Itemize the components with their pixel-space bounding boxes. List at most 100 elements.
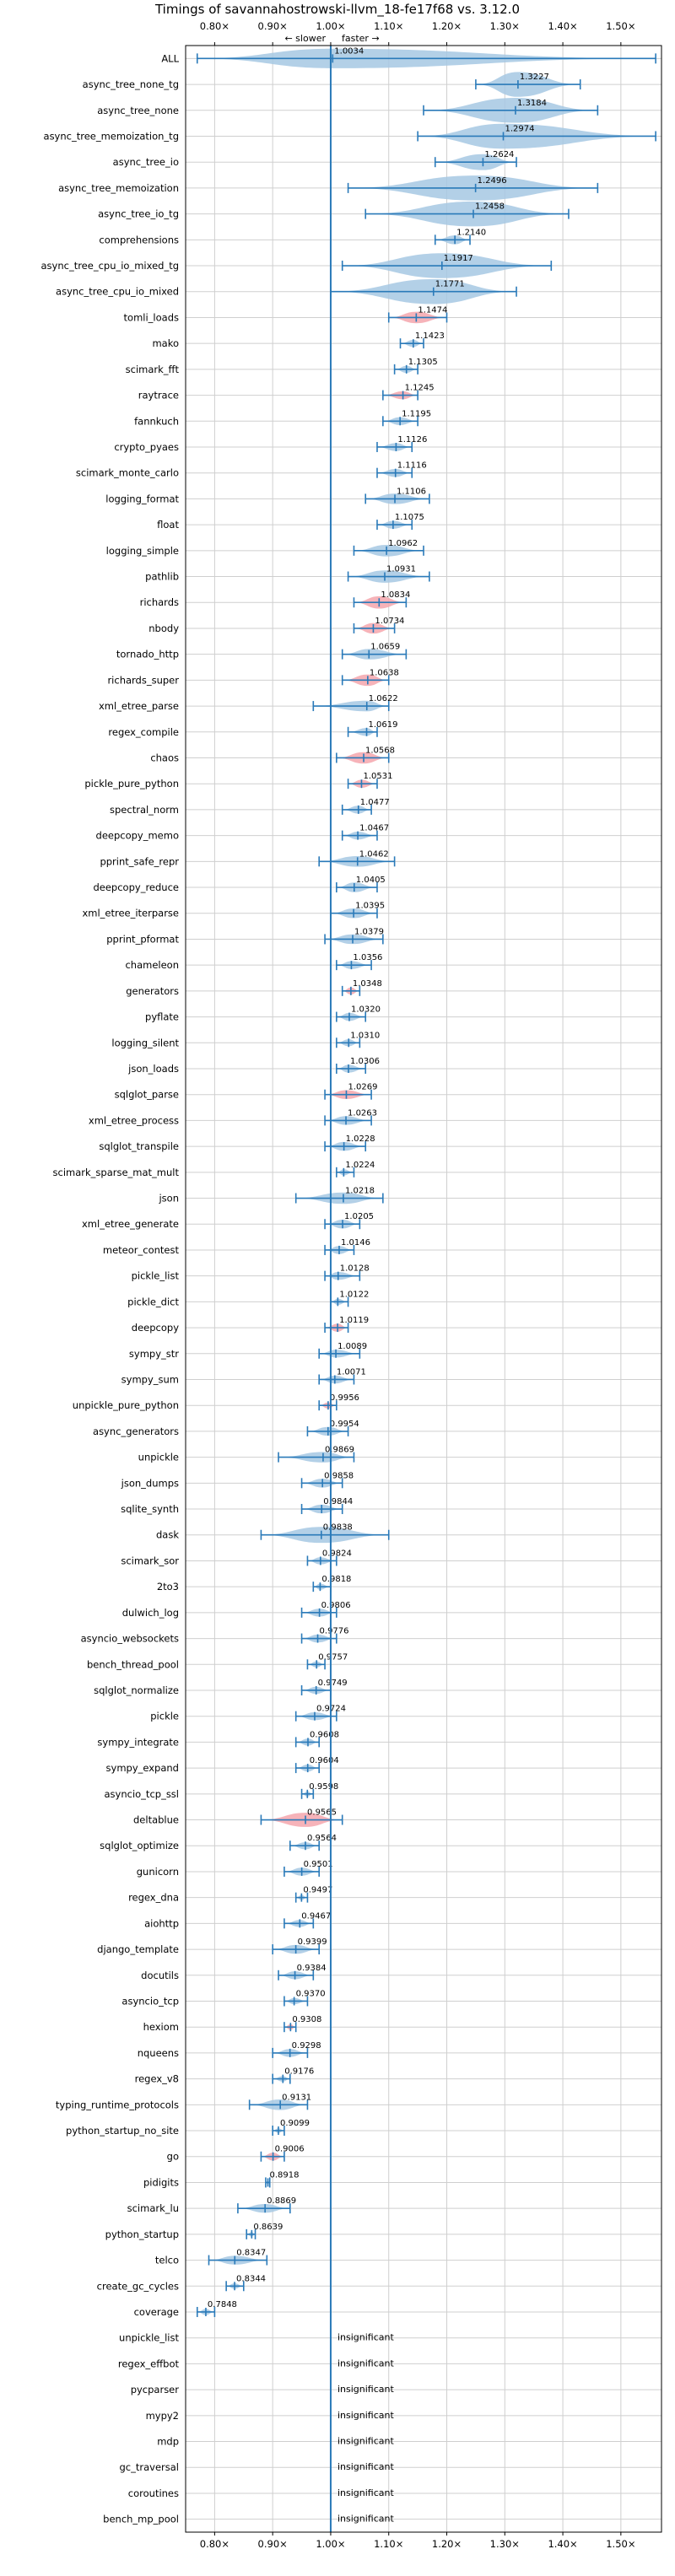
- top-tick-label: 1.20×: [432, 20, 462, 32]
- benchmark-name-label: async_tree_cpu_io_mixed: [56, 286, 179, 298]
- mean-value-label: 1.0622: [369, 694, 398, 703]
- benchmark-name-label: deepcopy: [132, 1322, 179, 1334]
- top-tick-label: 1.40×: [548, 20, 577, 32]
- mean-value-label: 1.1106: [397, 487, 426, 496]
- insignificant-label: insignificant: [338, 2514, 395, 2525]
- mean-value-label: 1.0320: [351, 1005, 381, 1015]
- benchmark-name-label: go: [167, 2151, 179, 2163]
- slower-direction-label: ← slower: [284, 33, 326, 44]
- insignificant-label: insignificant: [338, 2358, 395, 2369]
- benchmark-name-label: comprehensions: [99, 234, 179, 245]
- mean-value-label: 1.0071: [337, 1367, 366, 1377]
- benchmark-name-label: spectral_norm: [110, 804, 179, 816]
- benchmark-name-label: regex_dna: [128, 1892, 179, 1904]
- insignificant-label: insignificant: [338, 2384, 395, 2395]
- mean-value-label: 1.1126: [397, 435, 427, 445]
- mean-value-label: 1.0405: [356, 876, 386, 885]
- mean-value-label: 1.1917: [444, 254, 473, 263]
- mean-value-label: 1.0356: [353, 953, 382, 962]
- bottom-tick-label: 1.30×: [490, 2538, 520, 2550]
- benchmark-name-label: hexiom: [143, 2021, 179, 2033]
- mean-value-label: 1.0931: [386, 565, 416, 574]
- benchmark-name-label: django_template: [97, 1943, 179, 1955]
- mean-value-label: 0.7848: [208, 2300, 237, 2309]
- benchmark-name-label: pprint_safe_repr: [100, 855, 179, 867]
- mean-value-label: 0.9099: [280, 2119, 310, 2128]
- mean-value-label: 1.0395: [355, 902, 385, 911]
- mean-value-label: 0.9608: [310, 1730, 339, 1739]
- benchmark-name-label: xml_etree_process: [89, 1114, 179, 1126]
- benchmark-name-label: richards_super: [107, 674, 179, 686]
- insignificant-label: insignificant: [338, 2410, 395, 2421]
- mean-value-label: 1.0477: [360, 798, 390, 807]
- insignificant-label: insignificant: [338, 2436, 395, 2447]
- faster-direction-label: faster →: [342, 33, 380, 44]
- benchmark-name-label: regex_compile: [108, 726, 179, 738]
- benchmark-name-label: async_generators: [93, 1425, 179, 1437]
- benchmark-name-label: raytrace: [138, 390, 179, 401]
- mean-value-label: 0.9954: [330, 1420, 359, 1429]
- mean-value-label: 1.0462: [359, 849, 389, 859]
- mean-value-label: 1.0269: [348, 1083, 377, 1092]
- mean-value-label: 0.9564: [307, 1834, 337, 1843]
- mean-value-label: 0.9749: [318, 1679, 348, 1688]
- benchmark-name-label: telco: [155, 2255, 179, 2266]
- top-tick-label: 0.80×: [200, 20, 230, 32]
- mean-value-label: 0.9370: [296, 1989, 326, 1998]
- plot-border: [185, 45, 662, 2533]
- mean-value-label: 1.0531: [363, 772, 392, 781]
- bottom-tick-label: 1.10×: [374, 2538, 403, 2550]
- benchmark-name-label: deltablue: [133, 1814, 179, 1826]
- top-tick-label: 0.90×: [258, 20, 288, 32]
- mean-value-label: 1.0128: [340, 1264, 370, 1274]
- mean-value-label: 1.2140: [456, 228, 486, 237]
- mean-value-label: 0.9308: [292, 2015, 321, 2024]
- benchmark-name-label: meteor_contest: [103, 1244, 180, 1256]
- benchmark-name-label: async_tree_none_tg: [83, 78, 179, 90]
- benchmark-name-label: sqlglot_parse: [115, 1089, 179, 1101]
- benchmark-name-label: coverage: [134, 2306, 179, 2318]
- benchmark-name-label: async_tree_memoization_tg: [44, 130, 179, 142]
- benchmark-name-label: asyncio_tcp_ssl: [105, 1788, 180, 1800]
- benchmark-name-label: scimark_sparse_mat_mult: [53, 1167, 180, 1178]
- benchmark-name-label: bench_thread_pool: [87, 1658, 179, 1670]
- benchmark-name-label: regex_v8: [135, 2073, 179, 2085]
- benchmark-name-label: python_startup_no_site: [66, 2125, 179, 2137]
- mean-value-label: 1.0568: [365, 746, 395, 755]
- benchmark-rows: ALL 1.0034 async_tree_none_tg 1.3227 async_t…: [40, 46, 656, 2525]
- chart-title: Timings of savannahostrowski-llvm_18-fe1…: [154, 2, 520, 18]
- mean-value-label: 1.0348: [353, 979, 382, 989]
- mean-value-label: 0.8344: [236, 2274, 266, 2283]
- benchmark-name-label: mako: [152, 337, 179, 349]
- mean-value-label: 1.0834: [381, 590, 410, 600]
- benchmark-name-label: 2to3: [157, 1581, 179, 1592]
- benchmark-name-label: float: [157, 519, 179, 531]
- benchmark-name-label: scimark_lu: [127, 2202, 179, 2214]
- benchmark-name-label: dulwich_log: [122, 1607, 179, 1619]
- benchmark-name-label: docutils: [141, 1970, 179, 1981]
- mean-value-label: 1.1771: [435, 280, 465, 289]
- benchmark-name-label: pickle_list: [132, 1270, 180, 1282]
- mean-value-label: 1.0034: [334, 46, 364, 56]
- grid-lines: [186, 46, 662, 2532]
- benchmark-name-label: create_gc_cycles: [97, 2280, 179, 2292]
- benchmark-name-label: scimark_fft: [126, 364, 180, 375]
- mean-value-label: 1.0467: [359, 824, 389, 833]
- mean-value-label: 0.9298: [292, 2041, 321, 2051]
- benchmark-name-label: xml_etree_iterparse: [82, 908, 179, 919]
- top-tick-label: 1.10×: [374, 20, 403, 32]
- mean-value-label: 1.0638: [370, 668, 399, 677]
- mean-value-label: 1.2458: [475, 202, 505, 212]
- mean-value-label: 1.0263: [348, 1108, 377, 1118]
- benchmark-name-label: sqlglot_optimize: [100, 1840, 179, 1851]
- mean-value-label: 0.9838: [323, 1523, 353, 1533]
- benchmark-name-label: coroutines: [128, 2487, 179, 2499]
- mean-value-label: 1.0224: [345, 1161, 375, 1170]
- mean-value-label: 1.1116: [397, 461, 427, 471]
- benchmark-name-label: sympy_integrate: [97, 1736, 179, 1748]
- benchmark-name-label: nbody: [148, 622, 179, 634]
- benchmark-name-label: json_dumps: [121, 1477, 179, 1489]
- benchmark-name-label: pickle_pure_python: [84, 778, 179, 790]
- benchmark-name-label: json: [158, 1193, 179, 1204]
